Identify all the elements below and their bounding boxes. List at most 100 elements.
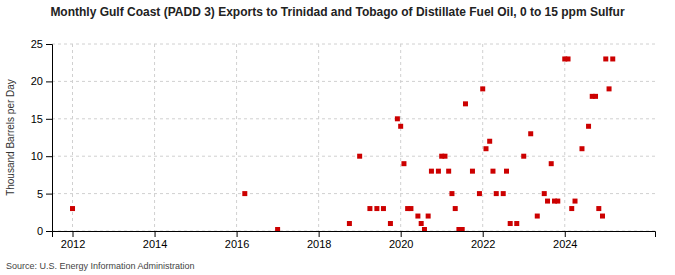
tick-label: 2014 [143,238,167,250]
tick: 0 [37,225,52,237]
y-axis-title: Thousand Barrels per Day [5,79,16,196]
point [429,169,434,174]
point [70,206,75,211]
source: Source: U.S. Energy Information Administ… [6,261,195,271]
tick-label: 2016 [225,238,249,250]
tick-mark [483,231,484,237]
point [419,221,424,226]
tick-label: 0 [37,225,43,237]
tick: 20 [31,75,52,87]
tick: 2016 [225,231,249,250]
chart: Monthly Gulf Coast (PADD 3) Exports to T… [0,0,675,275]
point [470,169,475,174]
grid-line [482,44,483,231]
tick-label: 10 [31,150,43,162]
point [449,191,454,196]
point [566,56,571,61]
tick-mark [46,194,52,195]
point [569,206,574,211]
point [586,124,591,129]
tick-mark [46,231,52,232]
tick-mark [155,231,156,237]
y-axis: 0 5 10 15 20 25 [31,38,53,237]
point [374,206,379,211]
point [388,221,393,226]
tick: 2018 [307,231,331,250]
tick-label: 15 [31,113,43,125]
point [453,206,458,211]
tick-label: 2012 [61,238,85,250]
grid-line [564,44,565,231]
point [607,86,612,91]
point [367,206,372,211]
point [422,227,427,231]
point [535,214,540,219]
tick-mark [319,231,320,237]
point [398,124,403,129]
x-axis: 2012 2014 2016 2018 2020 2022 2024 [53,231,656,250]
tick: 5 [37,188,52,200]
point [501,191,506,196]
tick-mark [565,231,566,237]
point [521,154,526,159]
point [610,56,615,61]
point [463,101,468,106]
point [395,116,400,121]
grid-line [52,156,655,157]
point [600,214,605,219]
tick-mark [237,231,238,237]
point [542,191,547,196]
tick-mark [46,156,52,157]
tick: 2012 [61,231,85,250]
point [357,154,362,159]
point [579,146,584,151]
point [460,227,465,231]
point [555,199,560,204]
point [528,131,533,136]
point [508,221,513,226]
tick-label: 5 [37,188,43,200]
point [436,169,441,174]
point [442,154,447,159]
plot: 2012 2014 2016 2018 2020 2022 2024 0 5 10 15 20 25 [31,38,656,250]
grid-line [236,44,237,231]
point [483,146,488,151]
point [593,94,598,99]
point [477,191,482,196]
tick-label: 2024 [553,238,577,250]
point [426,214,431,219]
tick-mark [73,231,74,237]
title: Monthly Gulf Coast (PADD 3) Exports to T… [50,5,625,19]
tick: 10 [31,150,52,162]
point [381,206,386,211]
grid [52,44,655,231]
point [480,86,485,91]
points [70,56,615,231]
point [504,169,509,174]
tick: 2014 [143,231,167,250]
point [573,199,578,204]
tick: 15 [31,113,52,125]
tick-label: 20 [31,75,43,87]
point [514,221,519,226]
point [549,161,554,166]
tick-mark [46,81,52,82]
tick-mark [401,231,402,237]
point [603,56,608,61]
tick: 2022 [471,231,495,250]
tick-label: 2018 [307,238,331,250]
tick-mark [46,119,52,120]
tick: 25 [31,38,52,50]
point [347,221,352,226]
tick: 2020 [389,231,413,250]
point [487,139,492,144]
grid-line [318,44,319,231]
point [494,191,499,196]
point [415,214,420,219]
tick-label: 2022 [471,238,495,250]
axis-line [53,232,656,238]
point [275,227,280,231]
point [446,169,451,174]
grid-line [400,44,401,231]
tick-label: 2020 [389,238,413,250]
